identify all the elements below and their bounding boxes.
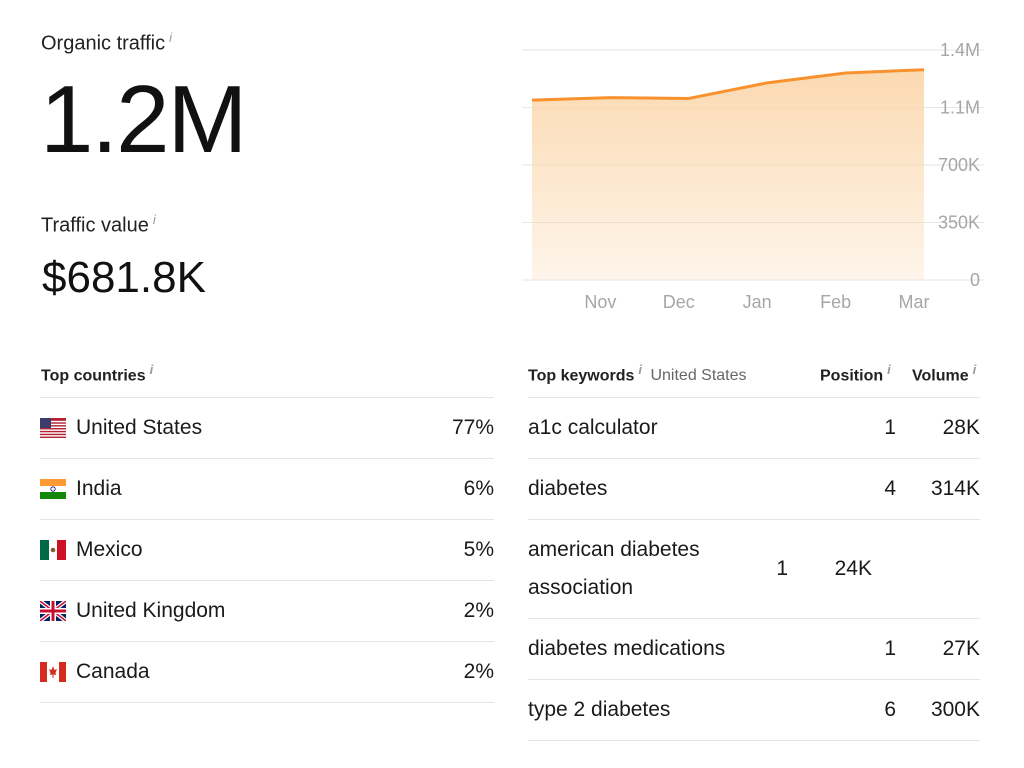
country-row[interactable]: Canada 2%	[40, 642, 494, 703]
y-tick-label: 1.4M	[940, 40, 980, 60]
country-name: India	[76, 477, 122, 500]
top-countries-list: United States 77% India 6% Mexico 5% Uni…	[40, 397, 494, 703]
info-icon[interactable]: i	[152, 212, 156, 227]
keyword-volume: 27K	[942, 637, 980, 660]
keyword-volume: 24K	[834, 557, 872, 580]
country-name: United States	[76, 416, 203, 439]
country-row[interactable]: United Kingdom 2%	[40, 581, 494, 642]
top-keywords-list: a1c calculator 1 28K diabetes 4 314K ame…	[528, 397, 980, 741]
volume-column-header[interactable]: Volume i	[912, 362, 977, 385]
country-share: 6%	[463, 477, 494, 500]
info-icon[interactable]: i	[972, 362, 977, 377]
keyword-position: 4	[884, 477, 896, 500]
country-row[interactable]: United States 77%	[40, 398, 494, 459]
x-tick-label: Jan	[743, 292, 772, 312]
keyword-volume: 314K	[930, 477, 980, 500]
keyword-text[interactable]: type 2 diabetes	[528, 698, 671, 721]
organic-traffic-label: Organic traffic i	[41, 30, 173, 55]
country-name: United Kingdom	[76, 599, 226, 622]
keyword-text[interactable]: diabetes	[528, 477, 608, 500]
country-row[interactable]: India 6%	[40, 459, 494, 520]
info-icon[interactable]: i	[149, 362, 154, 377]
keyword-row[interactable]: american diabetes association 1 24K	[528, 520, 980, 619]
traffic-area	[532, 69, 924, 280]
country-row[interactable]: Mexico 5%	[40, 520, 494, 581]
organic-traffic-value: 1.2M	[40, 66, 247, 173]
keyword-row[interactable]: type 2 diabetes 6 300K	[528, 680, 980, 741]
keyword-volume: 300K	[930, 698, 980, 721]
keyword-text[interactable]: american diabetes association	[528, 538, 700, 599]
top-countries-header: Top countries i	[41, 362, 154, 385]
y-tick-label: 700K	[938, 155, 980, 175]
country-name: Canada	[76, 660, 150, 683]
us-flag-icon	[40, 418, 66, 438]
country-share: 77%	[451, 416, 494, 439]
mexico-flag-icon	[40, 540, 66, 560]
india-flag-icon	[40, 479, 66, 499]
keyword-text[interactable]: a1c calculator	[528, 416, 658, 439]
country-name: Mexico	[76, 538, 143, 561]
traffic-line	[531, 68, 925, 102]
country-share: 2%	[463, 599, 494, 622]
traffic-value-amount: $681.8K	[42, 253, 206, 302]
info-icon[interactable]: i	[169, 30, 173, 45]
keyword-text[interactable]: diabetes medications	[528, 637, 726, 660]
country-share: 2%	[463, 660, 494, 683]
keywords-country[interactable]: United States	[650, 367, 747, 385]
traffic-chart: 0 350K 700K 1.1M 1.4M Nov Dec Jan Feb Mar	[522, 40, 984, 312]
top-keywords-header: Top keywords i United States	[528, 362, 747, 385]
country-share: 5%	[463, 538, 494, 561]
keyword-position: 1	[884, 637, 896, 660]
x-tick-label: Dec	[663, 292, 695, 312]
canada-flag-icon	[40, 662, 66, 682]
keyword-position: 1	[776, 557, 788, 580]
keyword-position: 1	[884, 416, 896, 439]
y-tick-label: 0	[970, 270, 980, 290]
keyword-row[interactable]: a1c calculator 1 28K	[528, 398, 980, 459]
y-tick-label: 1.1M	[940, 98, 980, 118]
info-icon[interactable]: i	[887, 362, 891, 377]
info-icon[interactable]: i	[638, 362, 643, 377]
x-tick-label: Nov	[584, 292, 616, 312]
y-tick-label: 350K	[938, 213, 980, 233]
keyword-row[interactable]: diabetes 4 314K	[528, 459, 980, 520]
x-tick-label: Feb	[820, 292, 851, 312]
keyword-row[interactable]: diabetes medications 1 27K	[528, 619, 980, 680]
uk-flag-icon	[40, 601, 66, 621]
x-tick-label: Mar	[899, 292, 930, 312]
traffic-value-label: Traffic value i	[41, 212, 156, 237]
keyword-position: 6	[884, 698, 896, 721]
position-column-header[interactable]: Position i	[820, 362, 891, 385]
keyword-volume: 28K	[942, 416, 980, 439]
